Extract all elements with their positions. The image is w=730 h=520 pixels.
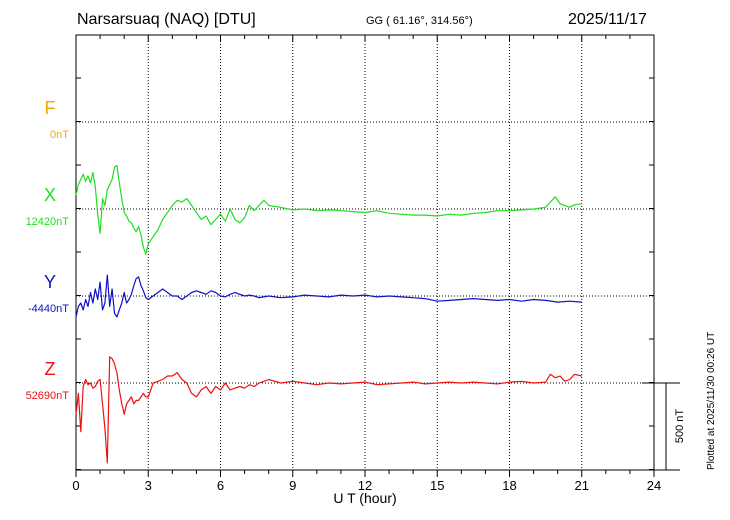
component-label-z: Z bbox=[45, 359, 56, 379]
series-line-z bbox=[75, 356, 582, 464]
x-tick-label: 3 bbox=[145, 478, 152, 493]
scale-bar-label: 500 nT bbox=[674, 409, 686, 444]
component-label-y: Y bbox=[44, 272, 56, 292]
x-tick-label: 12 bbox=[358, 478, 372, 493]
station-title: Narsarsuaq (NAQ) [DTU] bbox=[77, 11, 256, 28]
component-label-f: F bbox=[45, 98, 56, 118]
coords-label: GG ( 61.16°, 314.56°) bbox=[366, 15, 473, 27]
x-tick-label: 0 bbox=[72, 478, 79, 493]
date-label: 2025/11/17 bbox=[568, 11, 647, 28]
x-tick-label: 6 bbox=[217, 478, 224, 493]
baseline-label-z: 52690nT bbox=[26, 390, 70, 402]
x-tick-label: 15 bbox=[430, 478, 444, 493]
x-tick-label: 18 bbox=[502, 478, 516, 493]
component-label-x: X bbox=[44, 185, 56, 205]
x-tick-label: 24 bbox=[647, 478, 661, 493]
baseline-label-y: -4440nT bbox=[28, 303, 69, 315]
baseline-label-x: 12420nT bbox=[26, 216, 70, 228]
series-line-y bbox=[75, 274, 582, 318]
x-tick-label: 9 bbox=[289, 478, 296, 493]
x-tick-label: 21 bbox=[575, 478, 589, 493]
series-line-x bbox=[75, 164, 582, 255]
x-axis-label: U T (hour) bbox=[333, 490, 396, 506]
baseline-label-f: 0nT bbox=[50, 129, 69, 141]
